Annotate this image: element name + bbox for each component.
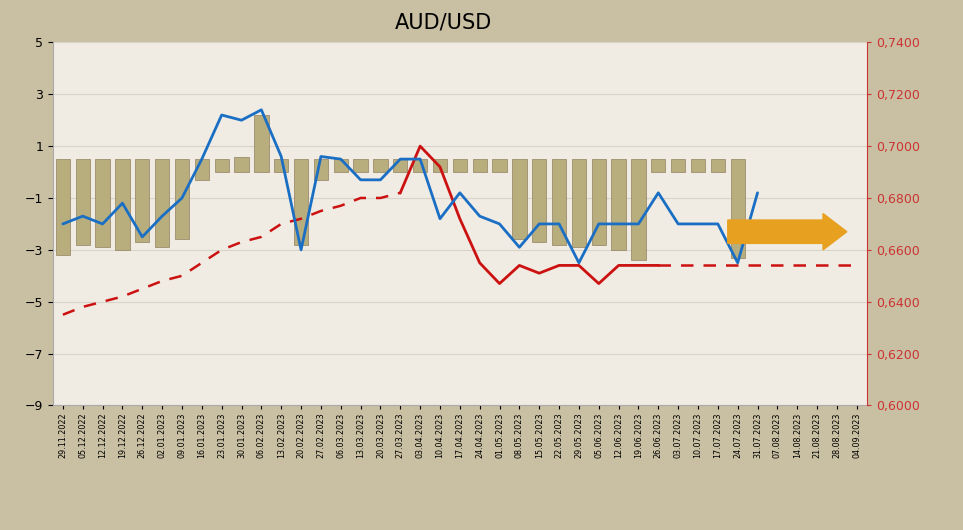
Bar (512, 159, 527, 240)
Bar (353, 159, 368, 172)
Bar (671, 159, 686, 172)
Bar (314, 159, 328, 180)
Bar (155, 159, 169, 248)
Bar (612, 159, 626, 250)
Bar (591, 159, 606, 245)
Bar (552, 159, 566, 245)
Bar (215, 159, 229, 172)
Bar (175, 159, 189, 240)
Bar (473, 159, 487, 172)
Bar (432, 159, 447, 172)
Bar (254, 115, 269, 172)
Bar (116, 159, 130, 250)
Bar (274, 159, 288, 172)
Bar (393, 159, 407, 172)
Bar (234, 156, 248, 172)
Bar (690, 159, 705, 172)
FancyArrow shape (728, 214, 846, 250)
Bar (572, 159, 586, 248)
Bar (135, 159, 149, 242)
Bar (731, 159, 744, 258)
Bar (492, 159, 507, 172)
Bar (711, 159, 725, 172)
Bar (651, 159, 665, 172)
Bar (195, 159, 209, 180)
Bar (95, 159, 110, 248)
Bar (413, 159, 428, 172)
Bar (75, 159, 90, 245)
Bar (333, 159, 348, 172)
Bar (533, 159, 546, 242)
Bar (56, 159, 70, 255)
Bar (453, 159, 467, 172)
Bar (632, 159, 645, 260)
Title: AUD/USD: AUD/USD (395, 13, 492, 32)
Bar (374, 159, 387, 172)
Bar (294, 159, 308, 245)
